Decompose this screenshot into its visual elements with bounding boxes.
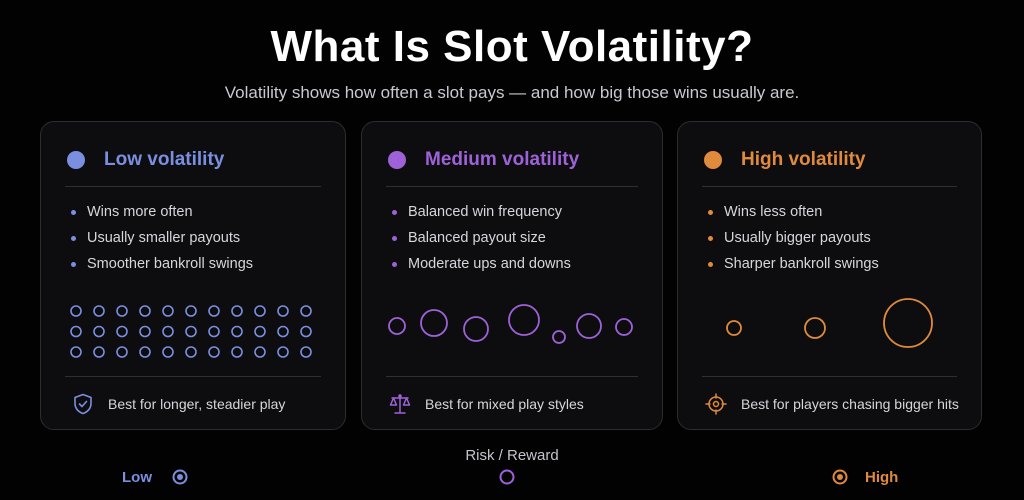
divider [702, 376, 957, 377]
list-item: Moderate ups and downs [392, 256, 571, 282]
divider [386, 186, 638, 187]
card-footer: Best for players chasing bigger hits [704, 392, 959, 416]
circle-grid-icon [70, 305, 312, 358]
grid-circle [70, 325, 82, 338]
page-subtitle: Volatility shows how often a slot pays —… [224, 83, 800, 102]
card-header: Medium volatility [388, 148, 579, 172]
medium-volatility-card: Medium volatility Balanced win frequency… [361, 121, 663, 430]
divider [386, 376, 638, 377]
grid-circle [162, 305, 174, 317]
card-footer: Best for longer, steadier play [71, 392, 285, 416]
scale-low-marker [172, 469, 188, 485]
scale-high-marker [832, 469, 848, 485]
bullet-list: Balanced win frequency Balanced payout s… [392, 204, 571, 282]
high-volatility-card: High volatility Wins less often Usually … [677, 121, 982, 430]
scale-mid-marker [499, 469, 515, 485]
grid-circle [116, 346, 128, 358]
card-header: High volatility [704, 148, 866, 172]
grid-circle [254, 305, 266, 317]
grid-circle [70, 346, 82, 358]
footer-text: Best for players chasing bigger hits [741, 396, 959, 412]
grid-circle [208, 305, 220, 317]
grid-circle [162, 325, 174, 338]
footer-text: Best for mixed play styles [425, 396, 584, 412]
grid-circle [277, 325, 289, 338]
high-volatility-dot-icon [704, 151, 722, 169]
grid-circle [116, 305, 128, 317]
list-item: Balanced payout size [392, 230, 571, 256]
grid-circle [300, 325, 312, 338]
grid-circle [231, 305, 243, 317]
grid-circle [93, 305, 105, 317]
grid-circle [208, 325, 220, 338]
grid-circle [254, 346, 266, 358]
grid-circle [162, 346, 174, 358]
risk-reward-scale [172, 469, 848, 485]
list-item: Balanced win frequency [392, 204, 571, 230]
card-title: Low volatility [104, 149, 225, 170]
grid-circle [277, 346, 289, 358]
medium-volatility-dot-icon [388, 151, 406, 169]
list-item: Usually bigger payouts [708, 230, 879, 256]
divider [65, 376, 321, 377]
card-title: Medium volatility [425, 149, 580, 170]
bullet-list: Wins more often Usually smaller payouts … [71, 204, 253, 282]
grid-circle [93, 346, 105, 358]
grid-circle [185, 305, 197, 317]
grid-circle [70, 305, 82, 317]
card-header: Low volatility [67, 148, 224, 172]
balance-scale-icon [389, 394, 411, 414]
large-circles-icon [726, 298, 933, 348]
scale-high-label: High [865, 469, 899, 486]
bullet-list: Wins less often Usually bigger payouts S… [708, 204, 879, 282]
grid-circle [139, 346, 151, 358]
footer-text: Best for longer, steadier play [108, 396, 286, 412]
grid-circle [231, 325, 243, 338]
crosshair-target-icon [705, 393, 727, 415]
low-volatility-card: Low volatility Wins more often Usually s… [40, 121, 346, 430]
grid-circle [93, 325, 105, 338]
mixed-circles-icon [388, 304, 633, 344]
grid-circle [277, 305, 289, 317]
low-volatility-dot-icon [67, 151, 85, 169]
grid-circle [300, 346, 312, 358]
grid-circle [139, 305, 151, 317]
list-item: Wins more often [71, 204, 253, 230]
page-title: What Is Slot Volatility? [270, 22, 754, 71]
grid-circle [208, 346, 220, 358]
risk-reward-label: Risk / Reward [465, 447, 559, 464]
divider [65, 186, 321, 187]
list-item: Sharper bankroll swings [708, 256, 879, 282]
list-item: Smoother bankroll swings [71, 256, 253, 282]
card-footer: Best for mixed play styles [388, 392, 584, 416]
divider [702, 186, 957, 187]
list-item: Usually smaller payouts [71, 230, 253, 256]
list-item: Wins less often [708, 204, 879, 230]
grid-circle [139, 325, 151, 338]
grid-circle [185, 325, 197, 338]
shield-check-icon [74, 393, 92, 415]
grid-circle [116, 325, 128, 338]
card-title: High volatility [741, 149, 866, 170]
grid-circle [300, 305, 312, 317]
scale-low-label: Low [122, 469, 152, 486]
grid-circle [231, 346, 243, 358]
grid-circle [254, 325, 266, 338]
grid-circle [185, 346, 197, 358]
